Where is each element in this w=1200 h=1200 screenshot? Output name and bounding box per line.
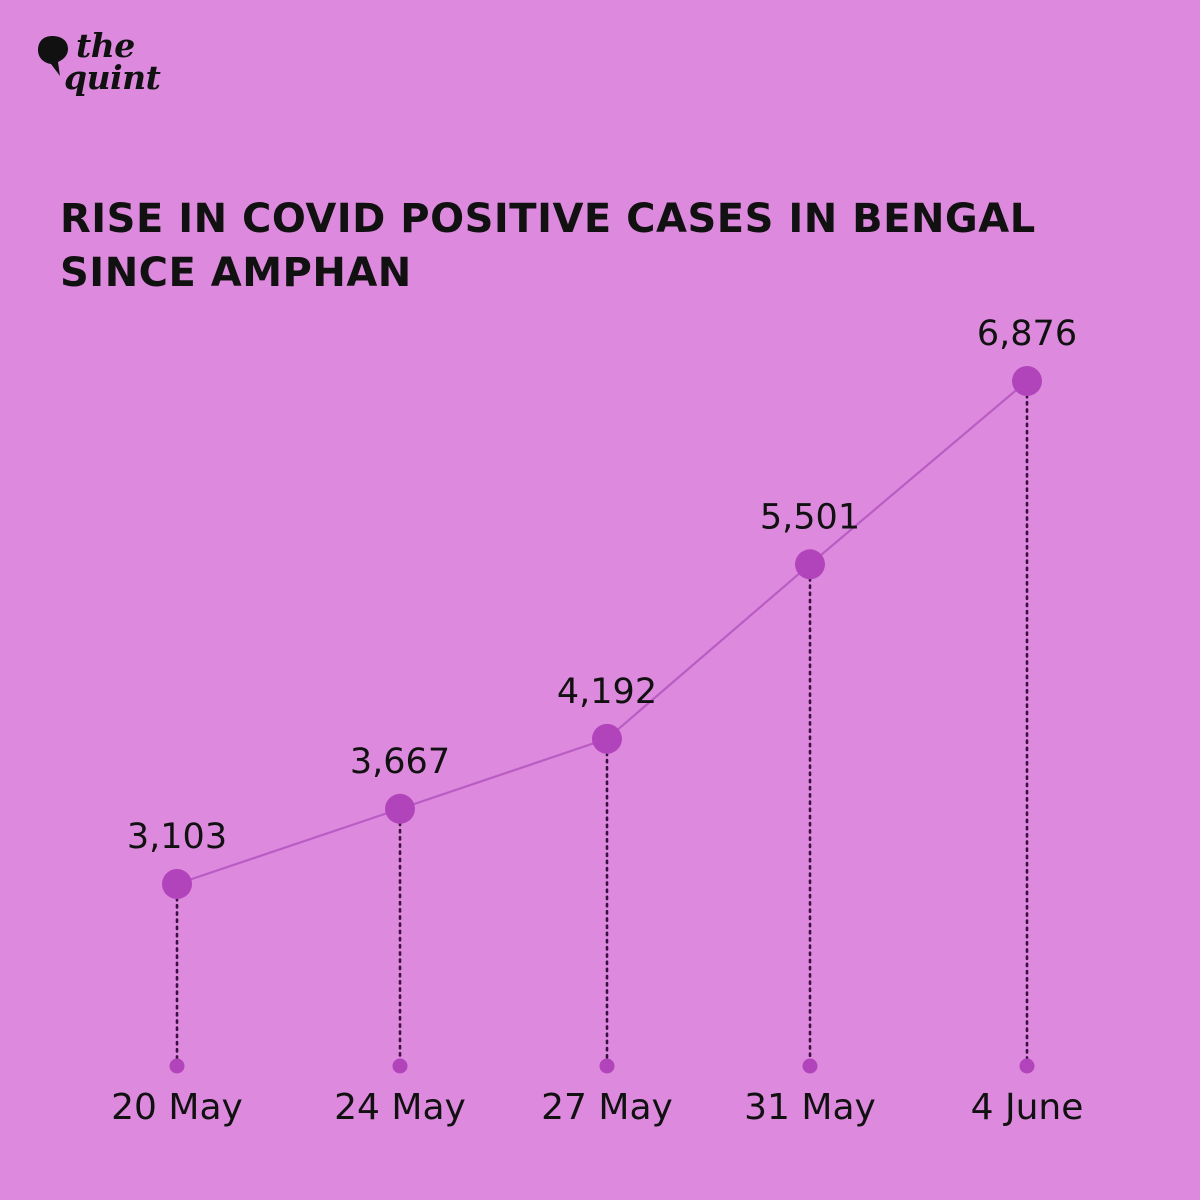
data-point xyxy=(795,549,825,580)
brand-line-1: the xyxy=(76,26,135,65)
x-tick-label: 27 May xyxy=(541,1087,673,1128)
data-label: 5,501 xyxy=(760,497,860,537)
brand-logo: the quint xyxy=(36,26,176,120)
data-label: 6,876 xyxy=(977,314,1077,354)
data-label: 4,192 xyxy=(557,672,657,712)
series-line xyxy=(176,380,1028,886)
data-point xyxy=(385,793,415,824)
speech-bubble-icon xyxy=(38,36,68,76)
base-marker xyxy=(392,1058,408,1074)
x-tick-label: 20 May xyxy=(111,1087,243,1128)
data-label: 3,103 xyxy=(127,817,227,857)
brand-wordmark: the quint xyxy=(64,26,161,94)
base-marker xyxy=(599,1058,615,1074)
chart-title: RISE IN COVID POSITIVE CASES IN BENGAL S… xyxy=(60,196,1036,296)
brand-line-2: quint xyxy=(64,58,161,97)
x-tick-label: 24 May xyxy=(334,1087,466,1128)
base-marker xyxy=(802,1058,818,1074)
data-label: 3,667 xyxy=(350,742,450,782)
data-point xyxy=(592,723,622,754)
base-marker xyxy=(169,1058,185,1074)
data-point xyxy=(162,869,192,899)
base-marker xyxy=(1019,1058,1035,1074)
data-point xyxy=(1012,366,1042,396)
x-tick-label: 4 June xyxy=(971,1087,1084,1128)
x-tick-label: 31 May xyxy=(744,1087,876,1128)
